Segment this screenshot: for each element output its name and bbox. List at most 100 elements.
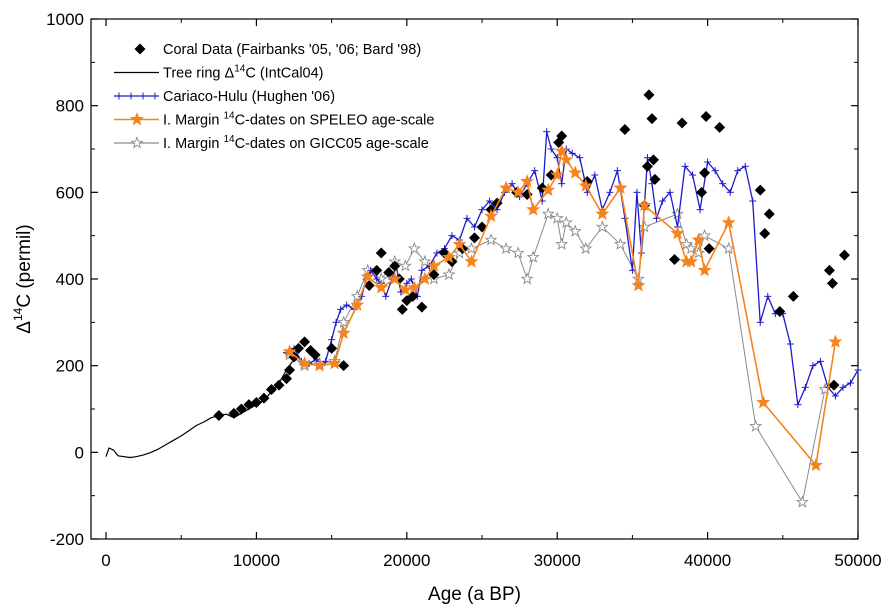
- point-cariaco-hulu: [558, 180, 566, 188]
- y-tick-label: 600: [56, 183, 84, 202]
- point-cariaco-hulu: [681, 162, 689, 170]
- series-layer: [105, 89, 862, 508]
- point-cariaco-hulu: [764, 292, 772, 300]
- point-speleo: [407, 280, 422, 294]
- point-cariaco-hulu: [658, 197, 666, 205]
- point-speleo: [721, 215, 736, 229]
- point-gicc05: [541, 207, 555, 220]
- point-speleo: [808, 458, 823, 472]
- y-tick-label: 0: [75, 443, 84, 462]
- point-cariaco-hulu: [531, 167, 539, 175]
- point-cariaco-hulu: [854, 366, 862, 374]
- point-gicc05: [595, 220, 609, 233]
- point-coral: [389, 260, 401, 272]
- point-cariaco-hulu: [711, 167, 719, 175]
- point-coral: [763, 208, 775, 220]
- point-speleo: [350, 297, 365, 311]
- point-speleo: [499, 180, 514, 194]
- legend-marker-cariaco: [139, 92, 147, 100]
- point-cariaco-hulu: [794, 401, 802, 409]
- point-cariaco-hulu: [407, 275, 415, 283]
- point-cariaco-hulu: [332, 318, 340, 326]
- legend-item-speleo: I. Margin 14C-dates on SPELEO age-scale: [114, 111, 434, 129]
- point-gicc05: [511, 246, 525, 259]
- point-gicc05: [637, 220, 651, 233]
- point-gicc05: [749, 419, 763, 432]
- point-coral: [338, 360, 350, 372]
- point-cariaco-hulu: [749, 197, 757, 205]
- legend-label-speleo: I. Margin 14C-dates on SPELEO age-scale: [163, 111, 434, 129]
- point-cariaco-hulu: [343, 301, 351, 309]
- series-line-speleo: [289, 150, 837, 467]
- point-cariaco-hulu: [382, 292, 390, 300]
- point-coral: [416, 301, 428, 313]
- point-gicc05: [568, 224, 582, 237]
- point-coral: [281, 373, 293, 385]
- point-speleo: [554, 143, 569, 158]
- point-gicc05: [559, 215, 573, 229]
- legend-label-gicc: I. Margin 14C-dates on GICC05 age-scale: [163, 134, 429, 152]
- point-speleo: [526, 202, 541, 216]
- point-speleo: [484, 208, 499, 223]
- legend-marker-cariaco: [115, 92, 123, 100]
- point-coral: [383, 267, 395, 278]
- series-points-gicc05: [283, 207, 832, 508]
- point-gicc05: [526, 250, 540, 263]
- point-gicc05: [671, 207, 684, 220]
- series-line-gicc05: [289, 213, 826, 503]
- point-coral: [647, 154, 659, 166]
- point-gicc05: [499, 241, 513, 255]
- point-coral: [646, 113, 658, 125]
- legend-label-tree: Tree ring Δ14C (IntCal04): [163, 64, 324, 82]
- point-gicc05: [337, 315, 351, 328]
- x-axis-title: Age (a BP): [428, 584, 521, 604]
- point-cariaco-hulu: [613, 167, 621, 175]
- y-tick-label: 200: [56, 357, 84, 376]
- point-cariaco-hulu: [643, 154, 651, 162]
- point-cariaco-hulu: [809, 362, 817, 370]
- point-cariaco-hulu: [568, 149, 576, 157]
- point-cariaco-hulu: [734, 167, 742, 175]
- point-cariaco-hulu: [689, 171, 697, 179]
- point-cariaco-hulu: [373, 275, 381, 283]
- point-cariaco-hulu: [666, 188, 674, 196]
- axes: 0 10000 20000 30000 40000 50000 -200 0 200 400 600…: [46, 10, 881, 570]
- y-axis-title: Δ14C (permil): [11, 224, 35, 333]
- point-speleo: [511, 185, 526, 199]
- point-cariaco-hulu: [576, 154, 584, 162]
- point-speleo: [595, 206, 610, 220]
- point-speleo: [297, 356, 312, 370]
- point-cariaco-hulu: [741, 162, 749, 170]
- y-tick-label: 400: [56, 270, 84, 289]
- point-speleo: [387, 271, 402, 285]
- point-coral: [363, 280, 375, 291]
- point-coral: [469, 232, 480, 244]
- point-coral: [284, 364, 296, 376]
- point-coral: [556, 130, 568, 142]
- point-cariaco-hulu: [403, 279, 411, 287]
- point-speleo: [441, 250, 456, 264]
- legend-marker-cariaco: [127, 92, 135, 100]
- x-tick-label: 0: [101, 551, 110, 570]
- point-speleo: [756, 395, 771, 409]
- point-speleo: [336, 325, 351, 340]
- point-gicc05: [579, 241, 593, 255]
- point-cariaco-hulu: [726, 188, 734, 196]
- point-coral: [265, 384, 277, 395]
- legend-marker-cariaco: [151, 92, 159, 100]
- point-speleo: [360, 269, 375, 283]
- point-speleo: [417, 271, 432, 285]
- legend: Coral Data (Fairbanks '05, '06; Bard '98…: [114, 42, 434, 152]
- point-coral: [823, 264, 835, 276]
- point-cariaco-hulu: [478, 206, 486, 214]
- point-speleo: [578, 178, 593, 192]
- point-cariaco-hulu: [846, 379, 854, 387]
- legend-item-tree: Tree ring Δ14C (IntCal04): [114, 64, 324, 82]
- point-coral: [250, 397, 262, 408]
- x-tick-label: 30000: [534, 551, 581, 570]
- point-coral: [641, 160, 653, 172]
- x-tick-label: 50000: [834, 551, 881, 570]
- point-coral: [643, 89, 655, 101]
- point-cariaco-hulu: [463, 214, 471, 222]
